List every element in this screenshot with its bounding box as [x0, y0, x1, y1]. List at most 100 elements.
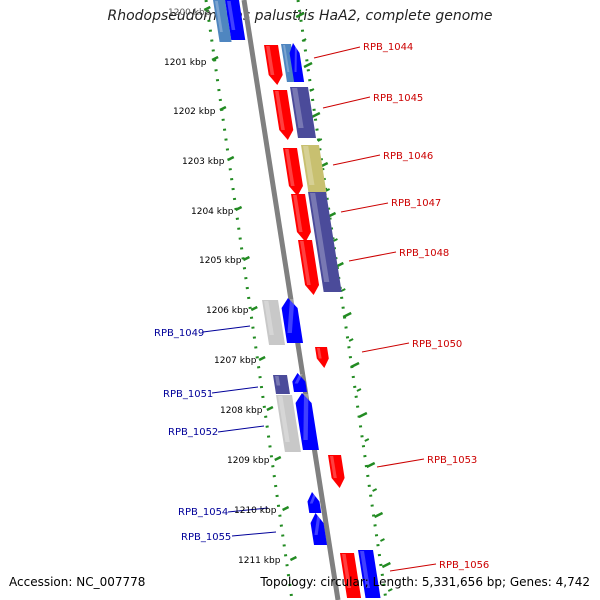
gene-label-text: RPB_1053: [427, 455, 477, 466]
tick-mark-minor: [325, 188, 331, 192]
tick-mark: [289, 555, 297, 562]
tick-mark: [342, 311, 352, 319]
tick-marks: [203, 5, 393, 592]
gene-label-rpb_1051: RPB_1051: [163, 386, 259, 400]
gene-arrow-forward: [298, 240, 320, 295]
tick-mark: [366, 461, 376, 469]
gene-label-rpb_1054: RPB_1054: [178, 507, 269, 518]
tick-mark-minor: [309, 88, 315, 92]
gene-box-colored: [358, 550, 381, 598]
tick-mark-minor: [364, 438, 370, 442]
dotted-guide-line: [204, 0, 294, 600]
gene-label-text: RPB_1048: [399, 248, 449, 259]
gene-box-colored: [301, 145, 327, 195]
tick-mark: [211, 55, 219, 62]
gene-label-text: RPB_1044: [363, 42, 413, 53]
gene-label-text: RPB_1056: [439, 560, 489, 571]
gene-arrow-reverse: [292, 373, 307, 392]
tick-mark-minor: [317, 138, 323, 142]
gene-box-colored: [308, 192, 342, 292]
gene-arrow-reverse: [281, 298, 304, 343]
tick-mark-minor: [340, 288, 346, 292]
tick-mark: [219, 105, 227, 112]
gene-label-rpb_1053: RPB_1053: [376, 455, 477, 468]
tick-mark-minor: [372, 488, 378, 492]
gene-arrow-forward: [340, 553, 362, 598]
gene-box-colored: [213, 0, 232, 42]
gene-label-text: RPB_1051: [163, 389, 213, 400]
gene-label-text: RPB_1045: [373, 93, 423, 104]
tick-mark-minor: [348, 338, 354, 342]
tick-label: 1207 kbp: [214, 356, 257, 366]
tick-label: 1202 kbp: [173, 107, 216, 117]
gene-label-text: RPB_1046: [383, 151, 433, 162]
tick-label: 1208 kbp: [220, 406, 263, 416]
gene-box-colored: [290, 87, 316, 138]
gene-arrow-reverse: [310, 513, 328, 545]
gene-label-rpb_1049: RPB_1049: [154, 325, 251, 339]
tick-mark: [242, 255, 250, 262]
gene-label-text: RPB_1055: [181, 532, 231, 543]
dotted-guide-line: [296, 0, 388, 600]
gene-label-text: RPB_1050: [412, 339, 462, 350]
gene-arrow-reverse: [295, 393, 319, 450]
gene-arrow-forward: [328, 455, 345, 488]
gene-label-text: RPB_1054: [178, 507, 228, 518]
tick-mark: [282, 505, 290, 512]
tick-labels: 1200 kbp 1201 kbp 1202 kbp 1203 kbp 1204 kbp…: [164, 8, 281, 566]
tick-mark: [227, 155, 235, 162]
gene-label-rpb_1055: RPB_1055: [181, 531, 277, 543]
gene-label-rpb_1048: RPB_1048: [348, 248, 449, 262]
tick-mark: [235, 205, 243, 212]
gene-features: [213, 0, 381, 598]
tick-mark: [274, 455, 282, 462]
tick-label: 1210 kbp: [234, 506, 277, 516]
tick-mark: [203, 5, 211, 12]
tick-mark: [373, 511, 384, 519]
tick-mark: [250, 305, 258, 312]
tick-mark-minor: [301, 38, 307, 42]
gene-arrow-forward: [273, 90, 294, 140]
tick-mark: [303, 61, 313, 69]
gene-label-text: RPB_1047: [391, 198, 441, 209]
gene-label-rpb_1045: RPB_1045: [322, 93, 423, 109]
accession-text: Accession: NC_007778: [9, 575, 146, 589]
tick-label: 1209 kbp: [227, 456, 270, 466]
tick-mark: [295, 11, 305, 19]
gene-label-rpb_1046: RPB_1046: [332, 151, 433, 166]
gene-box-colored: [276, 395, 301, 452]
tick-mark-minor: [356, 388, 362, 392]
gene-box-colored: [262, 300, 286, 345]
tick-label: 1204 kbp: [191, 207, 234, 217]
tick-mark: [381, 561, 391, 569]
tick-label: 1205 kbp: [199, 256, 242, 266]
gene-box-colored: [273, 375, 290, 394]
gene-label-text: RPB_1049: [154, 328, 204, 339]
genome-backbone: [241, 0, 341, 600]
genome-summary: Topology: circular; Length: 5,331,656 bp…: [260, 575, 590, 589]
tick-label: 1203 kbp: [182, 157, 225, 167]
gene-label-rpb_1056: RPB_1056: [389, 560, 489, 572]
tick-label: 1211 kbp: [238, 556, 281, 566]
gene-arrow-reverse: [307, 492, 322, 513]
gene-labels: RPB_1044 RPB_1045 RPB_1046 RPB_1047 RPB_1048…: [154, 42, 489, 572]
gene-arrow-reverse: [289, 43, 305, 82]
tick-mark: [258, 355, 266, 362]
gene-label-rpb_1044: RPB_1044: [313, 42, 413, 59]
tick-label: 1201 kbp: [164, 58, 207, 68]
tick-mark-minor: [387, 588, 393, 592]
tick-mark: [350, 361, 360, 369]
gene-arrow-forward: [264, 45, 283, 85]
gene-label-rpb_1047: RPB_1047: [340, 198, 441, 213]
tick-mark: [311, 111, 321, 119]
tick-mark-minor: [332, 238, 338, 242]
tick-label: 1200 kbp: [168, 8, 211, 18]
tick-mark: [266, 405, 274, 412]
gene-arrow-forward: [315, 347, 329, 368]
dotted-guides: [204, 0, 388, 600]
gene-box-colored: [225, 0, 246, 40]
tick-mark: [358, 411, 368, 419]
gene-label-rpb_1050: RPB_1050: [361, 339, 462, 353]
tick-mark-minor: [379, 538, 385, 542]
